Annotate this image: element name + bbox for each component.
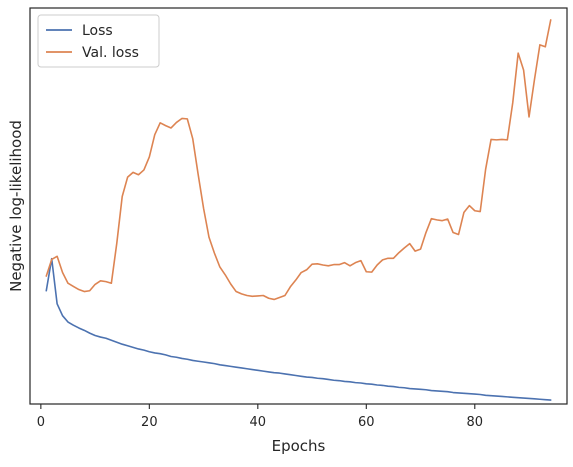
legend-label: Loss <box>82 23 113 39</box>
legend: Loss Val. loss <box>37 14 160 68</box>
x-tick-label: 40 <box>250 415 267 430</box>
x-tick-label: 20 <box>141 415 158 430</box>
series-line-loss <box>45 257 552 401</box>
x-tick-label: 60 <box>358 415 375 430</box>
y-axis-label: Negative log-likelihood <box>7 120 25 292</box>
x-tick-label: 80 <box>467 415 484 430</box>
legend-box <box>37 14 160 68</box>
plot-frame <box>29 7 568 405</box>
axes-layer: 0 20 40 60 80 <box>29 7 568 430</box>
x-tick-label: 0 <box>37 415 45 430</box>
legend-label: Val. loss <box>82 45 139 61</box>
x-axis-label: Epochs <box>272 437 326 455</box>
series-layer <box>45 19 552 401</box>
series-line-val-loss <box>45 19 552 301</box>
